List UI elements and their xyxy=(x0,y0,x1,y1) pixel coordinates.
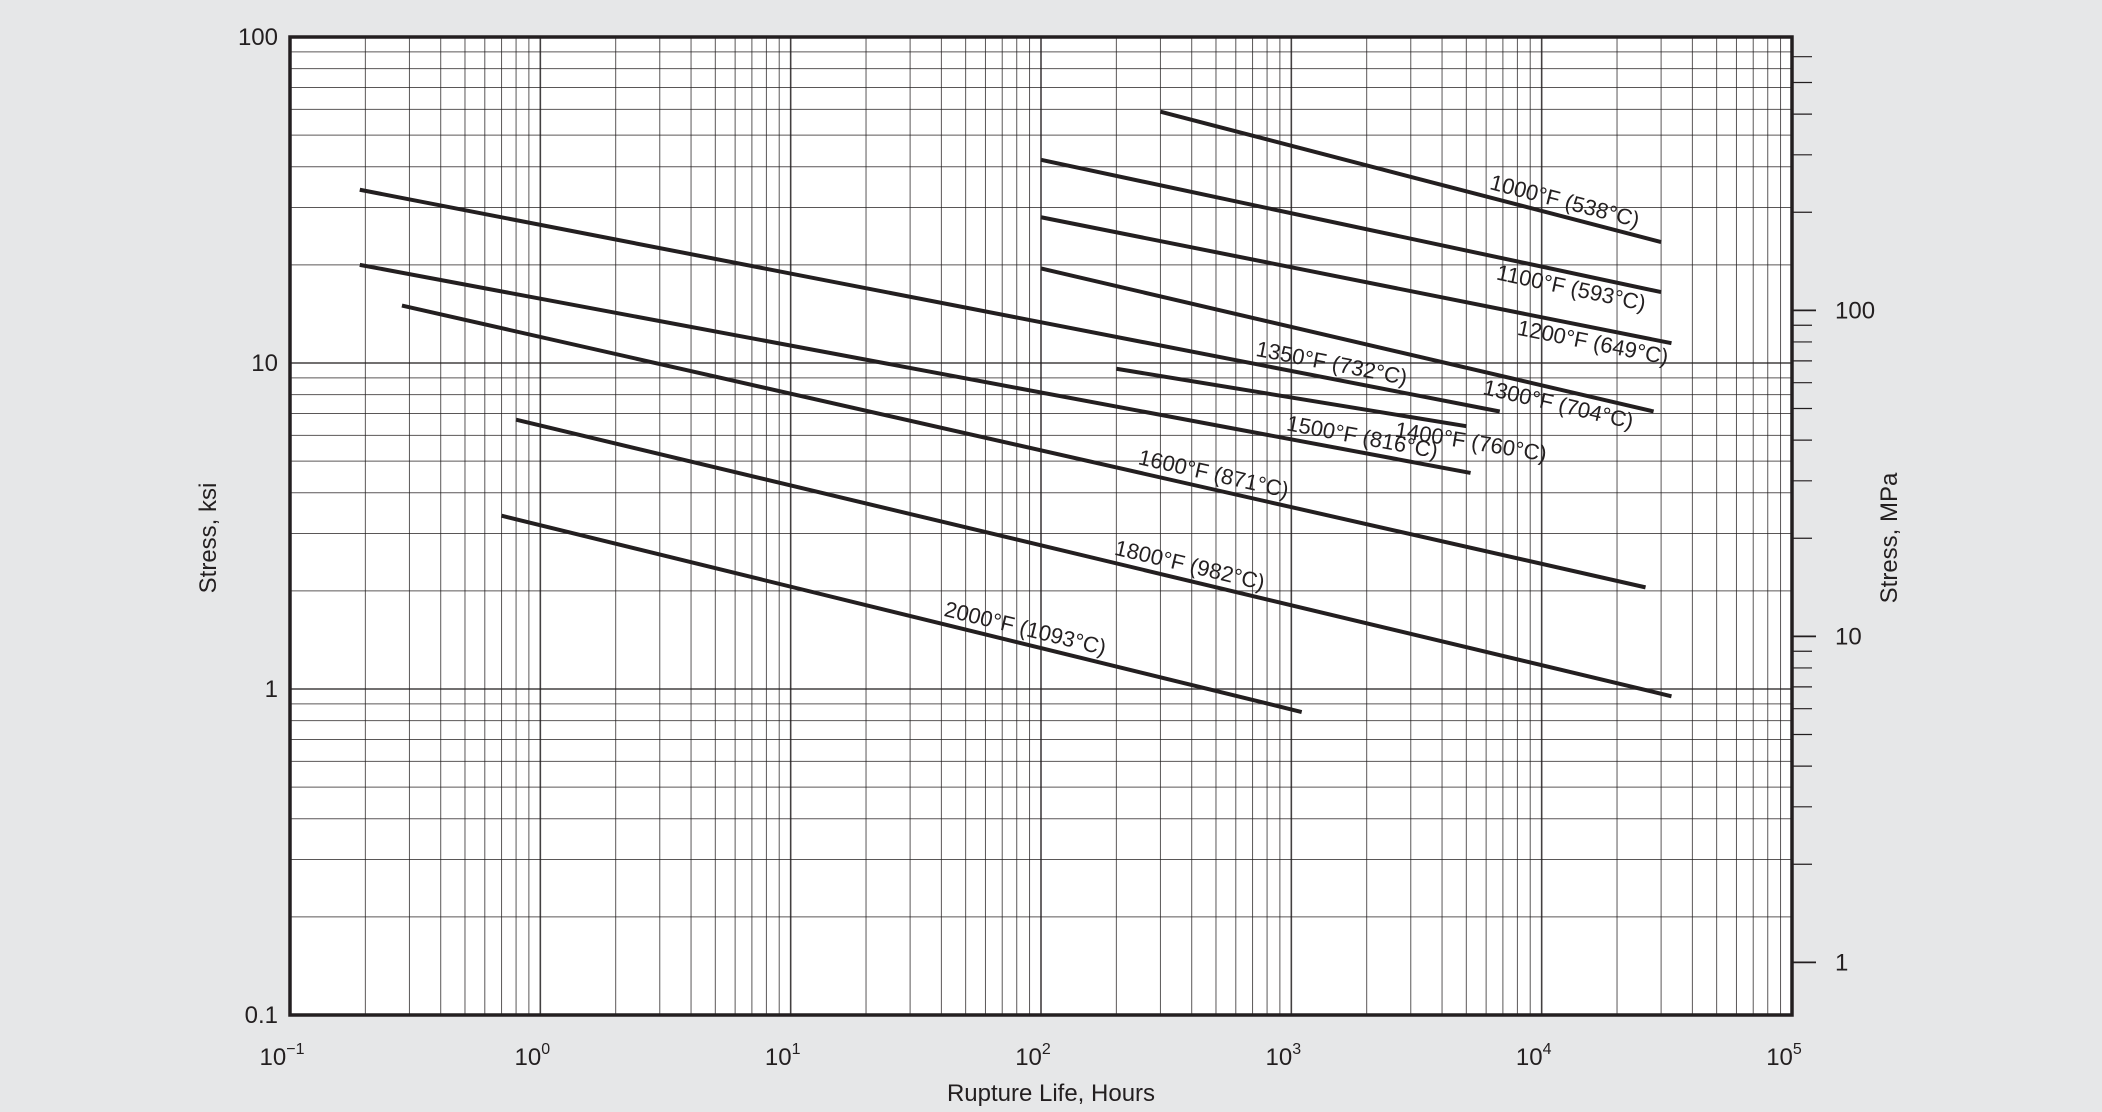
x-axis-title: Rupture Life, Hours xyxy=(947,1080,1155,1107)
y-tick-label: 1 xyxy=(265,676,278,703)
series-line xyxy=(1159,109,1662,244)
x-tick-label: 10−1 xyxy=(260,1041,305,1071)
series-line xyxy=(1040,157,1662,295)
series-line xyxy=(1116,366,1467,429)
x-tick-label: 103 xyxy=(1266,1041,1302,1071)
x-axis-tick-labels: 10−1 100 101 102 103 104 105 xyxy=(260,1041,1802,1071)
y-tick-label: 100 xyxy=(238,24,278,51)
series-line xyxy=(359,187,1501,414)
y2-axis-title: Stress, MPa xyxy=(1876,472,1903,603)
y-axis-title: Stress, ksi xyxy=(195,483,222,594)
series-line xyxy=(1040,215,1672,346)
series-lines xyxy=(359,109,1672,714)
series-line xyxy=(515,417,1672,699)
y-axis-tick-labels: 0.1 1 10 100 xyxy=(238,24,278,1029)
x-tick-label: 104 xyxy=(1516,1041,1552,1071)
plot-frame xyxy=(288,35,1794,1017)
x-tick-label: 100 xyxy=(515,1041,551,1071)
series-line xyxy=(401,303,1646,590)
right-axis-ticks xyxy=(1792,56,1816,964)
series-line xyxy=(359,262,1471,475)
y-tick-label: 10 xyxy=(251,350,278,377)
y2-tick-label: 100 xyxy=(1835,297,1875,324)
x-tick-label: 105 xyxy=(1766,1041,1802,1071)
y2-tick-label: 10 xyxy=(1835,623,1862,650)
x-tick-label: 102 xyxy=(1015,1041,1051,1071)
y2-axis-tick-labels: 1 10 100 xyxy=(1835,297,1875,976)
x-tick-label: 101 xyxy=(765,1041,801,1071)
y-tick-label: 0.1 xyxy=(245,1002,278,1029)
series-line xyxy=(501,513,1303,714)
y2-tick-label: 1 xyxy=(1835,949,1848,976)
series-line xyxy=(1040,266,1655,414)
